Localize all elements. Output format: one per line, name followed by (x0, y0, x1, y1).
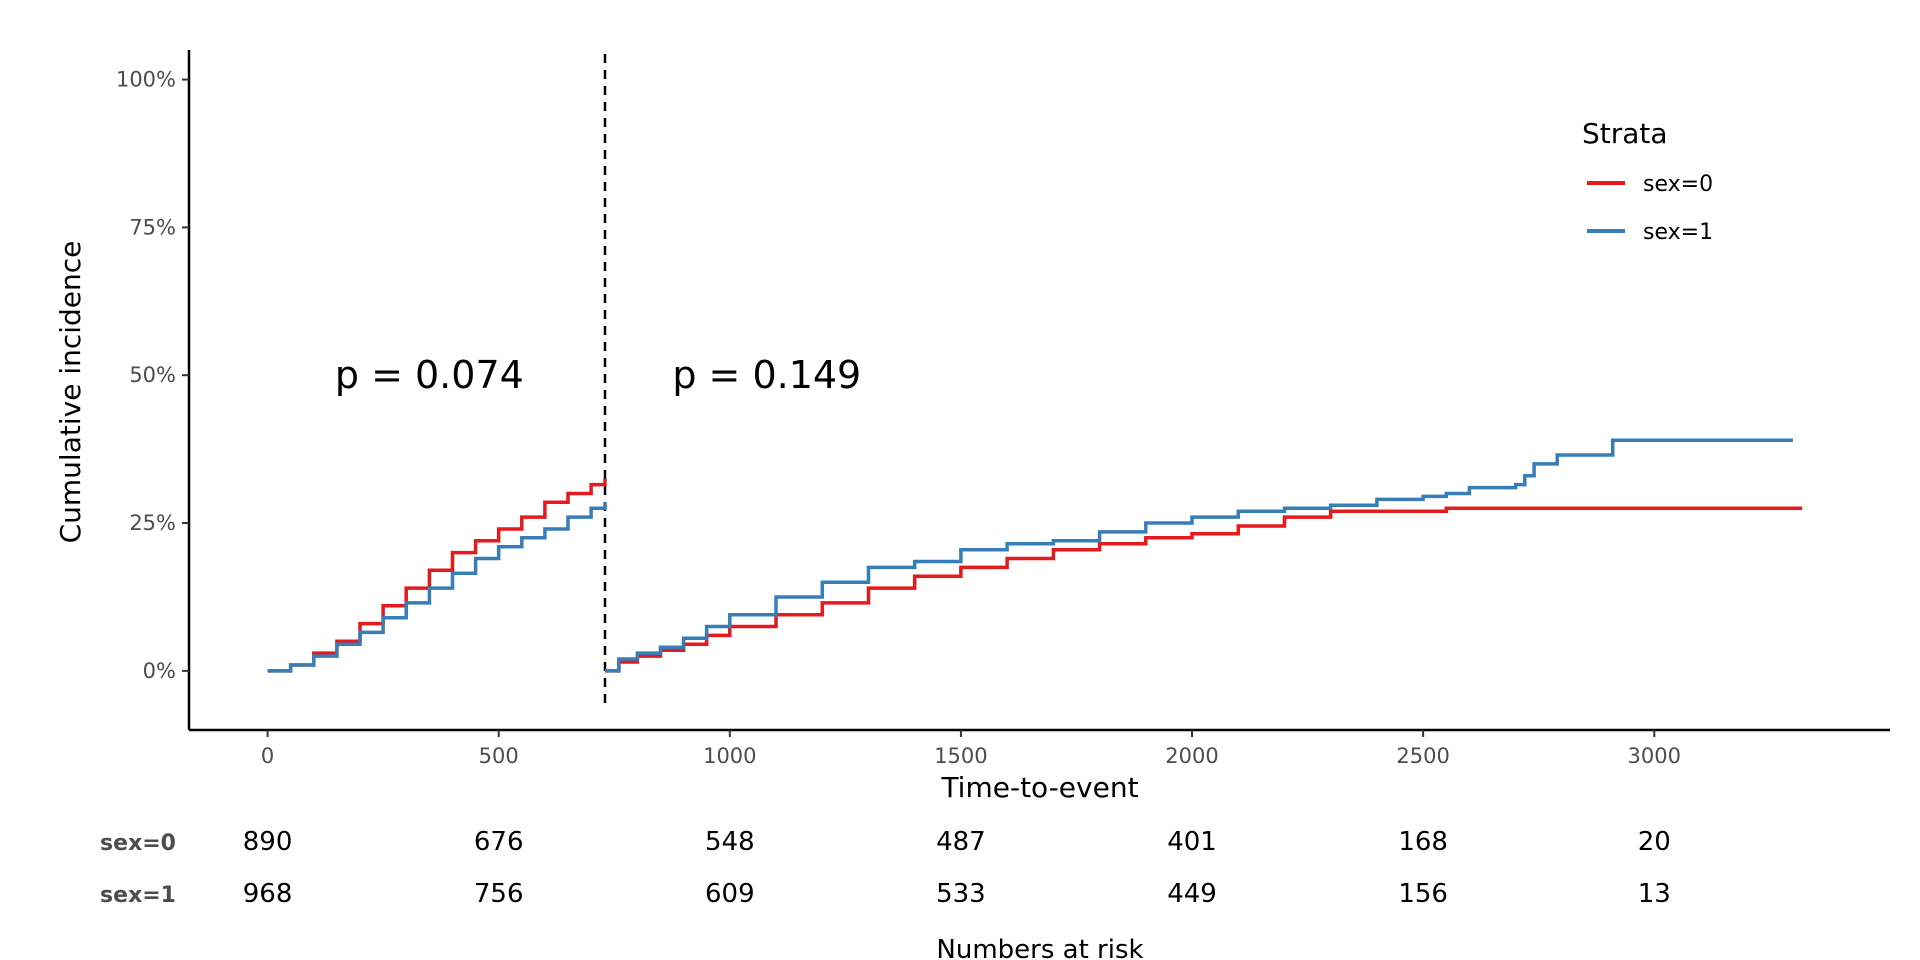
legend: Strata sex=0 sex=1 (1582, 117, 1713, 245)
p-value-label: p = 0.149 (672, 353, 861, 397)
incidence-curves (267, 438, 1803, 673)
legend-label: sex=0 (1643, 172, 1713, 197)
risk-count: 968 (243, 879, 293, 909)
x-tick-label: 1500 (934, 744, 987, 768)
risk-count: 533 (936, 879, 986, 909)
risk-row-label: sex=1 (100, 883, 176, 908)
risk-count: 401 (1167, 827, 1217, 857)
series-line-sex=1 (605, 438, 1793, 673)
risk-count: 449 (1167, 879, 1217, 909)
risk-count: 890 (243, 827, 293, 857)
p-value-annotations: p = 0.074 p = 0.149 (335, 353, 861, 397)
risk-count: 13 (1638, 879, 1671, 909)
x-tick-label: 2000 (1165, 744, 1218, 768)
series-line-sex=0 (605, 506, 1803, 673)
x-tick-label: 1000 (703, 744, 756, 768)
legend-label: sex=1 (1643, 220, 1713, 245)
y-tick-label: 0% (143, 659, 176, 683)
risk-count: 20 (1638, 827, 1671, 857)
risk-count: 156 (1398, 879, 1448, 909)
y-tick-label: 100% (116, 68, 176, 92)
risk-count: 676 (474, 827, 524, 857)
x-axis-title: Time-to-event (940, 771, 1138, 804)
risk-count: 548 (705, 827, 755, 857)
risk-count: 756 (474, 879, 524, 909)
y-tick-label: 25% (129, 511, 176, 535)
risk-table-title: Numbers at risk (936, 935, 1143, 960)
risk-count: 487 (936, 827, 986, 857)
y-axis-title: Cumulative incidence (54, 241, 87, 544)
x-tick-label: 0 (261, 744, 274, 768)
x-tick-label: 3000 (1628, 744, 1681, 768)
legend-title: Strata (1582, 117, 1668, 150)
y-tick-label: 50% (129, 363, 176, 387)
risk-count: 609 (705, 879, 755, 909)
y-tick-label: 75% (129, 215, 176, 239)
risk-count: 168 (1398, 827, 1448, 857)
series-line-sex=1 (267, 502, 607, 673)
risk-row-label: sex=0 (100, 831, 176, 856)
x-tick-label: 500 (479, 744, 519, 768)
risk-table: sex=0 890 676 548 487 401 168 20 sex=1 968 756 609 5… (100, 827, 1671, 960)
x-tick-label: 2500 (1396, 744, 1449, 768)
p-value-label: p = 0.074 (335, 353, 524, 397)
axes: 0% 25% 50% 75% 100% 0 500 1000 1500 2000 2500 3000 (116, 50, 1890, 768)
series-line-sex=0 (267, 478, 607, 673)
